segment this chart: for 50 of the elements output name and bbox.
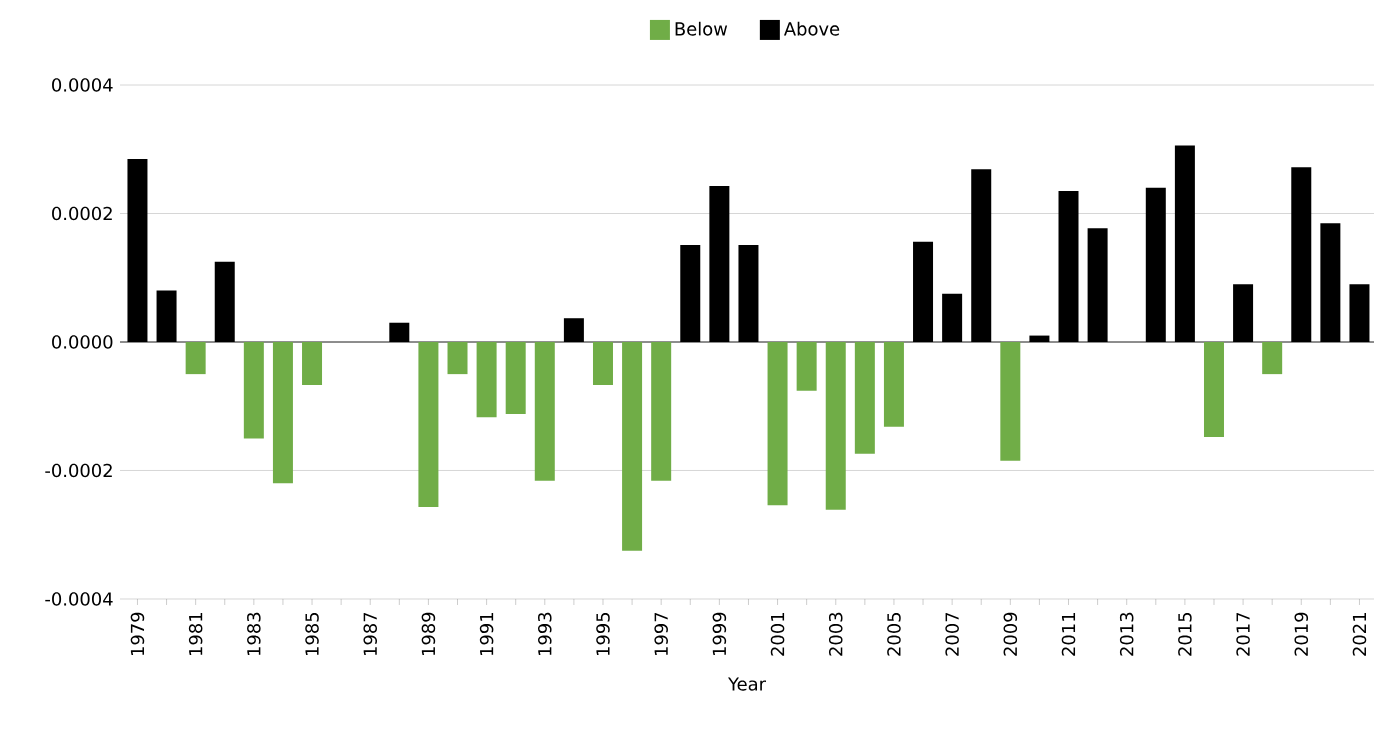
bar — [1000, 342, 1021, 461]
bar — [1203, 342, 1224, 438]
y-tick-label: -0.0002 — [45, 463, 112, 478]
bar — [505, 342, 526, 414]
x-tick-label: 2013 — [1119, 612, 1134, 656]
x-tick-label: 2001 — [770, 613, 785, 656]
legend-label: Above — [783, 21, 840, 36]
x-tick-label: 2003 — [828, 612, 843, 656]
y-tick-label: -0.0004 — [45, 592, 113, 606]
bar — [651, 342, 672, 481]
bar — [418, 342, 439, 508]
y-tick-label: 0.0004 — [52, 78, 113, 92]
legend-label: Below — [675, 21, 728, 36]
bar — [796, 342, 817, 391]
x-tick-label: 1983 — [247, 612, 261, 656]
x-tick-label: 2011 — [1061, 613, 1076, 656]
x-tick-label: 2007 — [945, 612, 959, 656]
x-tick-label: 2005 — [887, 612, 901, 656]
x-tick-label: 1987 — [363, 612, 377, 656]
x-tick-label: 1991 — [479, 613, 494, 656]
x-tick-label: 1993 — [538, 612, 552, 656]
x-tick-label: 2015 — [1178, 612, 1192, 656]
x-tick-label: 2019 — [1294, 612, 1309, 656]
bar — [447, 342, 468, 375]
x-tick-label: 2021 — [1352, 613, 1367, 656]
bar — [302, 342, 323, 386]
x-tick-label: 1981 — [188, 613, 203, 656]
bar — [622, 342, 643, 551]
y-tick-label: 0.0002 — [52, 206, 112, 221]
x-tick-label: 1989 — [421, 612, 436, 656]
bar — [185, 342, 206, 375]
x-tick-label: 1979 — [130, 612, 145, 656]
bar — [1262, 342, 1283, 375]
x-tick-label: 1995 — [596, 612, 610, 656]
bar — [243, 342, 264, 439]
x-tick-label: 2009 — [1003, 612, 1018, 656]
bar — [592, 342, 613, 386]
x-tick-label: 2017 — [1236, 612, 1250, 656]
bar — [476, 342, 497, 418]
bar — [272, 342, 293, 484]
bar — [767, 342, 788, 506]
bar — [883, 342, 904, 427]
x-axis-title: Year — [727, 677, 767, 691]
x-tick-label: 1985 — [305, 612, 319, 656]
x-tick-label: 1999 — [712, 612, 727, 656]
bar — [534, 342, 555, 481]
x-tick-label: 1997 — [654, 612, 668, 656]
y-tick-label: 0.0000 — [52, 335, 113, 349]
bar — [825, 342, 846, 510]
bar — [854, 342, 875, 454]
